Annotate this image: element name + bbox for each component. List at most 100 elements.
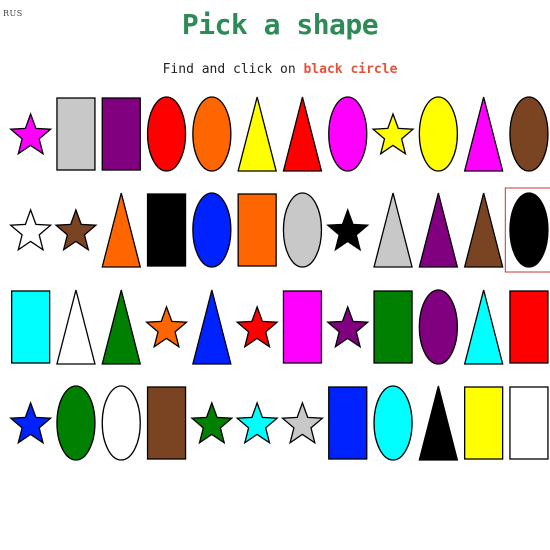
shape-cell-ellipse[interactable] <box>418 289 459 365</box>
rect-shape[interactable] <box>282 290 323 364</box>
shape-cell-rect[interactable] <box>146 193 187 267</box>
shape-cell-rect[interactable] <box>328 386 368 460</box>
ellipse-shape[interactable] <box>56 385 96 461</box>
shape-cell-triangle[interactable] <box>56 289 96 365</box>
ellipse-shape[interactable] <box>282 192 323 268</box>
triangle-shape[interactable] <box>418 385 459 461</box>
triangle-shape[interactable] <box>373 192 413 268</box>
shape-cell-triangle[interactable] <box>463 289 504 365</box>
shape-cell-rect[interactable] <box>146 386 187 460</box>
rect-shape[interactable] <box>146 193 187 267</box>
shape-cell-triangle[interactable] <box>418 192 459 268</box>
star-shape[interactable] <box>235 304 279 349</box>
shape-cell-ellipse[interactable] <box>146 96 187 172</box>
star-shape[interactable] <box>9 400 53 445</box>
rect-shape[interactable] <box>146 386 187 460</box>
shape-cell-triangle[interactable] <box>101 289 142 365</box>
star-shape[interactable] <box>9 112 53 156</box>
shape-cell-triangle[interactable] <box>282 96 323 172</box>
shape-cell-ellipse[interactable] <box>282 192 323 268</box>
shape-cell-rect[interactable] <box>463 386 504 460</box>
shape-cell-star[interactable] <box>9 207 53 252</box>
rect-shape[interactable] <box>463 386 504 460</box>
star-shape[interactable] <box>280 400 325 445</box>
star-shape[interactable] <box>235 400 279 445</box>
shape-cell-star[interactable] <box>235 304 279 349</box>
triangle-shape[interactable] <box>101 289 142 365</box>
rect-shape[interactable] <box>509 386 549 460</box>
ellipse-shape[interactable] <box>192 192 232 268</box>
shape-cell-ellipse[interactable] <box>509 96 549 172</box>
rect-shape[interactable] <box>10 290 51 364</box>
ellipse-shape[interactable] <box>328 96 368 172</box>
shape-cell-rect[interactable] <box>56 97 96 171</box>
shape-cell-ellipse[interactable] <box>192 192 232 268</box>
ellipse-shape[interactable] <box>146 96 187 172</box>
shape-cell-ellipse[interactable] <box>328 96 368 172</box>
triangle-shape[interactable] <box>101 192 142 268</box>
ellipse-shape[interactable] <box>192 96 232 172</box>
shape-cell-rect[interactable] <box>282 290 323 364</box>
shape-cell-star[interactable] <box>9 400 53 445</box>
triangle-shape[interactable] <box>418 192 459 268</box>
shape-cell-ellipse[interactable] <box>101 385 141 461</box>
rect-shape[interactable] <box>237 193 277 267</box>
shape-cell-rect[interactable] <box>509 386 549 460</box>
rect-shape[interactable] <box>101 97 141 171</box>
rect-shape[interactable] <box>328 386 368 460</box>
shape-cell-ellipse[interactable] <box>56 385 96 461</box>
shape-cell-triangle[interactable] <box>463 96 504 172</box>
star-shape[interactable] <box>9 207 53 252</box>
shape-cell-triangle[interactable] <box>101 192 142 268</box>
language-label[interactable]: RUS <box>3 9 23 18</box>
shape-cell-rect[interactable] <box>10 290 51 364</box>
shape-cell-star[interactable] <box>326 304 370 349</box>
ellipse-shape[interactable] <box>373 385 413 461</box>
shape-cell-star[interactable] <box>371 112 415 156</box>
shape-cell-star[interactable] <box>280 400 325 445</box>
ellipse-shape[interactable] <box>509 192 549 268</box>
shape-cell-triangle[interactable] <box>463 192 504 268</box>
shape-cell-rect[interactable] <box>509 290 549 364</box>
shape-cell-ellipse[interactable] <box>192 96 232 172</box>
shape-cell-triangle[interactable] <box>192 289 232 365</box>
shape-cell-star[interactable] <box>144 304 189 349</box>
instruction-text: Find and click on black circle <box>0 62 550 77</box>
shape-cell-star[interactable] <box>326 207 370 252</box>
star-shape[interactable] <box>144 304 189 349</box>
shape-cell-ellipse[interactable] <box>418 96 459 172</box>
triangle-shape[interactable] <box>56 289 96 365</box>
ellipse-shape[interactable] <box>418 96 459 172</box>
shape-cell-ellipse[interactable] <box>373 385 413 461</box>
triangle-shape[interactable] <box>282 96 323 172</box>
triangle-shape[interactable] <box>463 289 504 365</box>
shape-cell-triangle[interactable] <box>418 385 459 461</box>
instruction-target: black circle <box>303 62 398 77</box>
shape-cell-rect[interactable] <box>101 97 141 171</box>
rect-shape[interactable] <box>373 290 413 364</box>
star-shape[interactable] <box>326 304 370 349</box>
star-shape[interactable] <box>190 400 234 445</box>
ellipse-shape[interactable] <box>418 289 459 365</box>
shape-cell-star[interactable] <box>9 112 53 156</box>
shape-cell-star[interactable] <box>235 400 279 445</box>
triangle-shape[interactable] <box>463 192 504 268</box>
shape-cell-rect[interactable] <box>237 193 277 267</box>
star-shape[interactable] <box>371 112 415 156</box>
ellipse-shape[interactable] <box>101 385 141 461</box>
rect-shape[interactable] <box>509 290 549 364</box>
shape-cell-ellipse[interactable] <box>504 187 550 273</box>
shape-cell-star[interactable] <box>190 400 234 445</box>
shape-cell-rect[interactable] <box>373 290 413 364</box>
triangle-shape[interactable] <box>463 96 504 172</box>
triangle-shape[interactable] <box>237 96 277 172</box>
ellipse-shape[interactable] <box>509 96 549 172</box>
triangle-shape[interactable] <box>192 289 232 365</box>
shape-cell-triangle[interactable] <box>237 96 277 172</box>
star-shape[interactable] <box>326 207 370 252</box>
shape-cell-triangle[interactable] <box>373 192 413 268</box>
star-shape[interactable] <box>54 207 98 252</box>
shape-cell-star[interactable] <box>54 207 98 252</box>
rect-shape[interactable] <box>56 97 96 171</box>
